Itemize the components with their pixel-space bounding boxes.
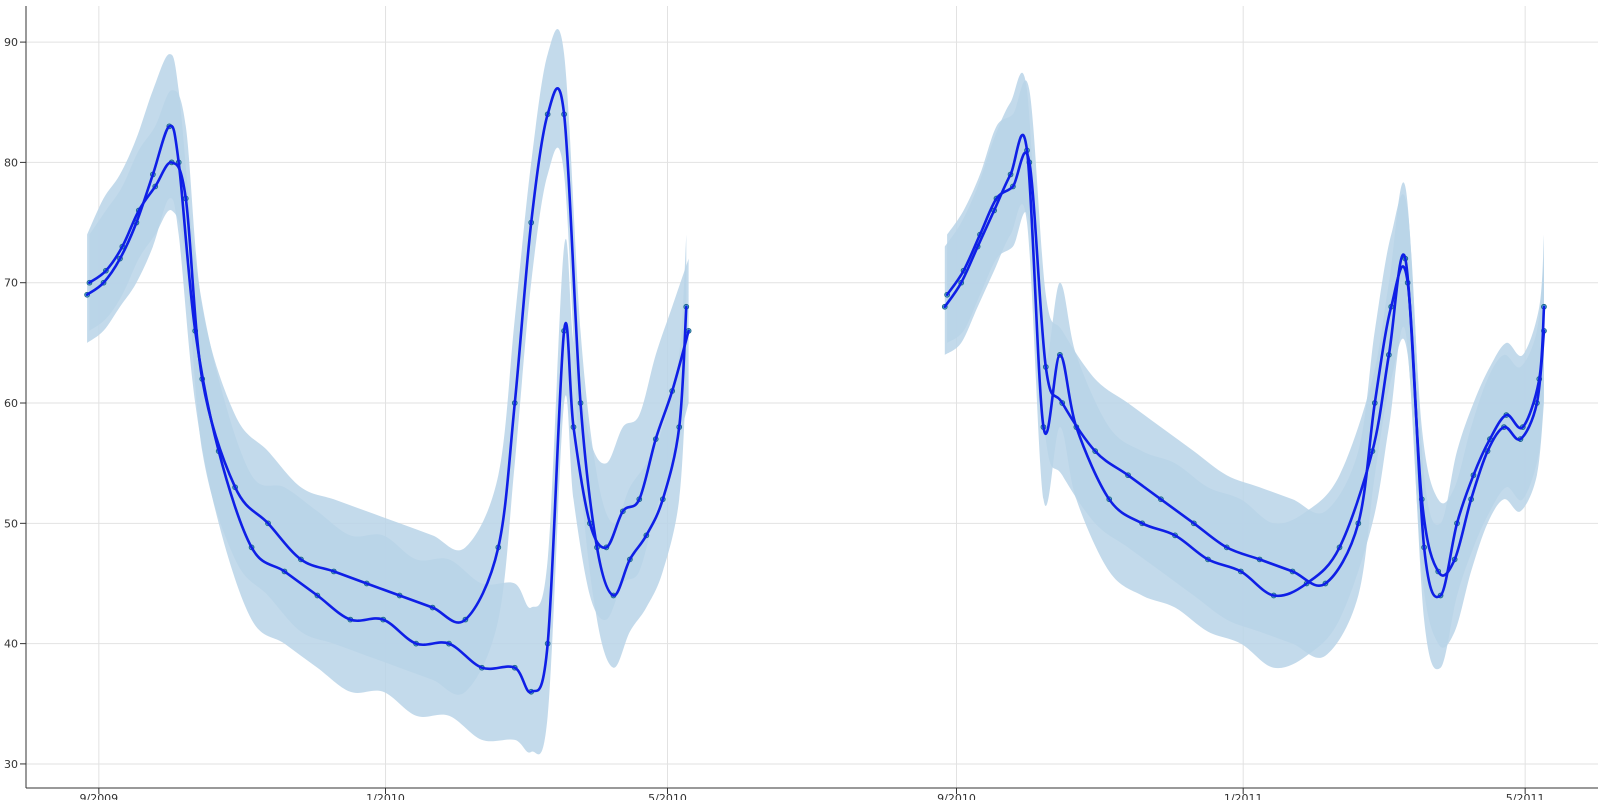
confidence-band	[87, 54, 689, 755]
series-line	[943, 133, 1546, 598]
series-lines	[85, 87, 1546, 694]
y-tick-label: 70	[4, 277, 18, 290]
y-tick-label: 50	[4, 517, 18, 530]
y-tick-label: 90	[4, 36, 18, 49]
confidence-band	[947, 80, 1544, 670]
x-tick-label: 1/2011	[1224, 792, 1263, 800]
x-tick-label: 1/2010	[366, 792, 405, 800]
y-axis-ticks: 30 40 50 60 70 80 90	[4, 36, 26, 771]
y-tick-label: 80	[4, 156, 18, 169]
confidence-band	[89, 28, 687, 695]
x-axis-ticks: 9/2009 1/2010 5/2010 9/2010 1/2011 5/2011	[79, 788, 1545, 800]
y-tick-label: 40	[4, 638, 18, 651]
y-tick-label: 60	[4, 397, 18, 410]
axes	[25, 6, 1598, 789]
x-tick-label: 5/2010	[648, 792, 687, 800]
confidence-bands	[87, 28, 1544, 755]
x-tick-label: 9/2010	[937, 792, 976, 800]
series-line	[945, 151, 1546, 599]
plot-background	[26, 6, 1598, 788]
x-tick-label: 9/2009	[79, 792, 118, 800]
series-line	[88, 87, 688, 624]
x-tick-label: 5/2011	[1506, 792, 1545, 800]
y-tick-label: 30	[4, 758, 18, 771]
series-line	[85, 124, 690, 694]
